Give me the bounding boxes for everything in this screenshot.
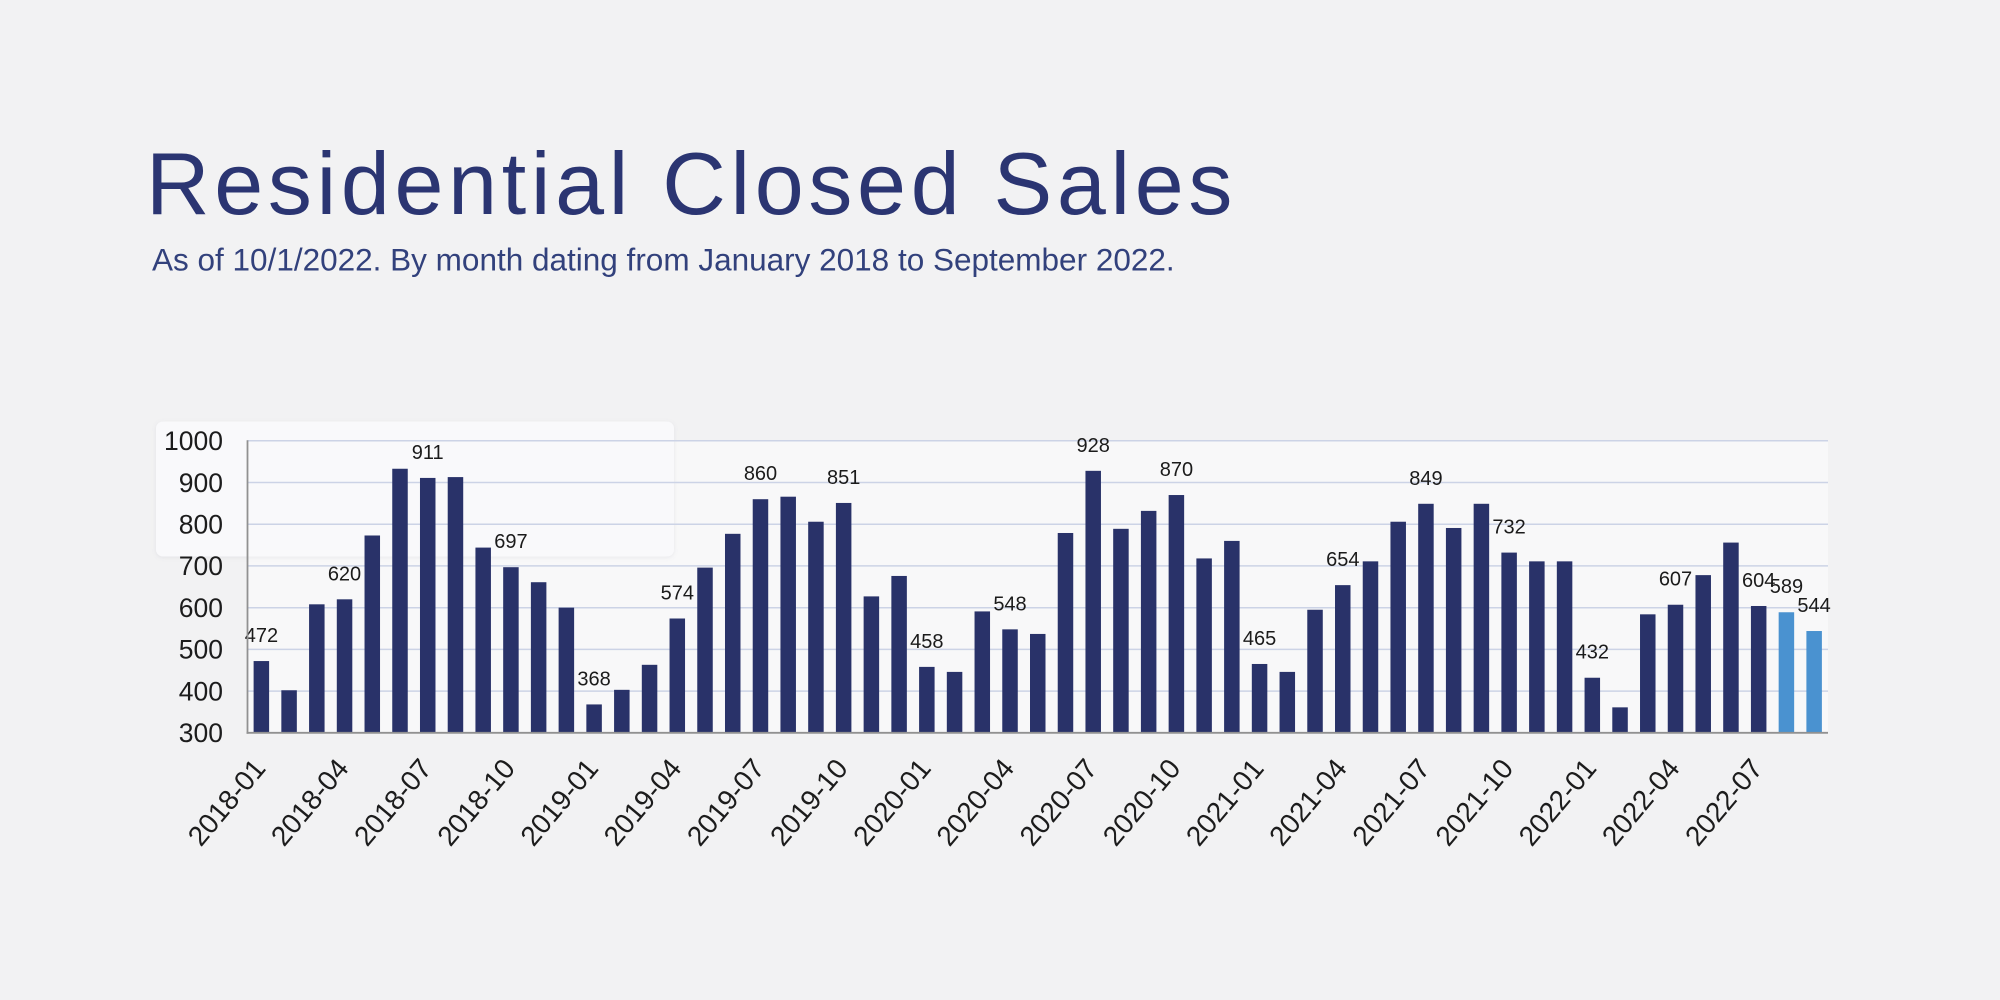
svg-text:911: 911 <box>412 442 444 464</box>
svg-text:849: 849 <box>1409 468 1442 490</box>
svg-text:Residential Closed Sales: Residential Closed Sales <box>146 134 1237 233</box>
svg-text:548: 548 <box>993 593 1026 615</box>
svg-text:368: 368 <box>577 668 610 690</box>
svg-text:900: 900 <box>179 468 223 498</box>
svg-text:604: 604 <box>1742 570 1775 592</box>
svg-text:458: 458 <box>910 631 943 653</box>
svg-text:400: 400 <box>179 676 223 706</box>
svg-text:697: 697 <box>494 531 527 553</box>
svg-text:465: 465 <box>1243 628 1276 650</box>
svg-text:500: 500 <box>179 635 223 665</box>
svg-text:732: 732 <box>1492 517 1525 539</box>
svg-text:860: 860 <box>744 463 777 485</box>
svg-text:928: 928 <box>1077 435 1110 457</box>
svg-text:300: 300 <box>179 718 223 748</box>
svg-text:589: 589 <box>1770 576 1803 598</box>
svg-text:574: 574 <box>661 583 694 605</box>
svg-text:700: 700 <box>179 551 223 581</box>
svg-text:432: 432 <box>1576 642 1609 664</box>
svg-text:800: 800 <box>179 510 223 540</box>
svg-text:620: 620 <box>328 563 361 585</box>
svg-text:607: 607 <box>1659 569 1692 591</box>
svg-text:472: 472 <box>245 625 278 647</box>
svg-text:As of 10/1/2022. By month dati: As of 10/1/2022. By month dating from Ja… <box>152 242 1175 278</box>
svg-text:544: 544 <box>1797 595 1830 617</box>
svg-text:654: 654 <box>1326 549 1359 571</box>
svg-text:851: 851 <box>827 467 860 489</box>
svg-text:1000: 1000 <box>164 426 223 456</box>
svg-text:870: 870 <box>1160 459 1193 481</box>
svg-text:600: 600 <box>179 593 223 623</box>
